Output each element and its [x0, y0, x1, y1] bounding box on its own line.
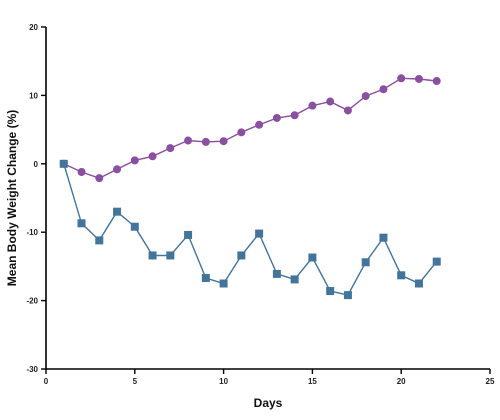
y-tick-label: -30	[26, 365, 38, 374]
x-tick-label: 5	[133, 377, 138, 386]
y-axis-ticks: -30 -20 -10 0 10 20	[26, 23, 46, 374]
data-point-square	[201, 274, 210, 283]
data-point-square	[414, 279, 423, 288]
data-point-square	[77, 219, 86, 228]
data-point-square	[379, 233, 388, 242]
data-point-circle	[219, 137, 228, 146]
data-point-square	[361, 258, 370, 267]
series-1	[59, 74, 441, 183]
data-point-square	[290, 275, 299, 284]
data-point-square	[308, 253, 317, 262]
data-point-circle	[166, 144, 175, 153]
data-point-square	[343, 291, 352, 300]
data-point-circle	[201, 137, 210, 146]
data-point-square	[166, 251, 175, 260]
data-point-circle	[255, 120, 264, 129]
data-point-square	[184, 230, 193, 239]
data-point-square	[59, 159, 68, 168]
data-point-square	[148, 251, 157, 260]
y-tick-label: 0	[34, 160, 39, 169]
data-point-square	[397, 271, 406, 280]
x-tick-label: 15	[308, 377, 317, 386]
series-line	[63, 77, 437, 179]
data-point-square	[95, 236, 104, 245]
x-axis-title: Days	[254, 396, 283, 410]
series-line	[63, 163, 438, 296]
x-axis-ticks: 0 5 10 15 20 25	[44, 369, 495, 386]
data-point-circle	[326, 97, 335, 106]
data-point-square	[326, 287, 335, 296]
data-point-circle	[272, 113, 281, 122]
y-tick-label: 20	[29, 23, 38, 32]
data-point-circle	[77, 168, 86, 177]
data-point-square	[113, 207, 122, 216]
data-point-circle	[148, 152, 157, 161]
data-point-circle	[379, 85, 388, 94]
data-point-square	[130, 222, 139, 231]
series-2	[59, 159, 441, 300]
data-point-circle	[95, 174, 104, 183]
y-tick-label: -20	[26, 297, 38, 306]
plot-area	[59, 74, 441, 300]
y-axis-title: Mean Body Weight Change (%)	[5, 110, 19, 286]
data-point-square	[219, 279, 228, 288]
data-point-circle	[343, 106, 352, 115]
data-point-square	[255, 229, 264, 238]
x-tick-label: 25	[486, 377, 495, 386]
data-point-circle	[414, 74, 423, 83]
x-tick-label: 0	[44, 377, 49, 386]
data-point-circle	[184, 136, 193, 145]
data-point-circle	[237, 128, 246, 137]
data-point-circle	[113, 165, 122, 174]
data-point-circle	[361, 92, 370, 101]
y-tick-label: -10	[26, 228, 38, 237]
y-tick-label: 10	[29, 91, 38, 100]
data-point-circle	[290, 111, 299, 120]
data-point-square	[432, 257, 441, 266]
data-point-circle	[432, 77, 441, 86]
data-point-circle	[397, 74, 406, 83]
data-point-square	[237, 251, 246, 260]
x-tick-label: 20	[397, 377, 406, 386]
data-point-circle	[308, 101, 317, 110]
data-point-square	[272, 269, 281, 278]
x-tick-label: 10	[219, 377, 228, 386]
axes	[45, 27, 490, 370]
data-point-circle	[130, 156, 139, 165]
